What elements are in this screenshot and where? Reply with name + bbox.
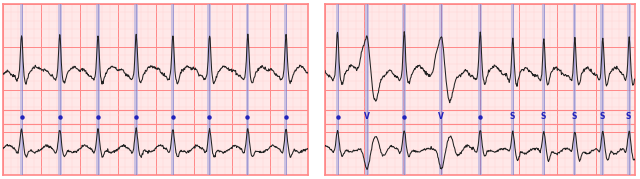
Bar: [511, 4, 515, 175]
Text: S: S: [600, 112, 605, 122]
Bar: [403, 4, 406, 175]
Bar: [96, 4, 100, 175]
Bar: [207, 4, 211, 175]
Text: V: V: [364, 112, 370, 122]
Bar: [246, 4, 249, 175]
Bar: [478, 4, 482, 175]
Bar: [627, 4, 630, 175]
Bar: [171, 4, 175, 175]
Text: S: S: [626, 112, 632, 122]
Bar: [20, 4, 23, 175]
Bar: [440, 4, 443, 175]
Bar: [365, 4, 369, 175]
Text: S: S: [541, 112, 546, 122]
Bar: [541, 4, 545, 175]
Bar: [284, 4, 287, 175]
Bar: [335, 4, 339, 175]
Bar: [600, 4, 604, 175]
Text: V: V: [438, 112, 444, 122]
Bar: [58, 4, 61, 175]
Bar: [134, 4, 138, 175]
Bar: [573, 4, 577, 175]
Text: S: S: [510, 112, 515, 122]
Text: S: S: [572, 112, 577, 122]
